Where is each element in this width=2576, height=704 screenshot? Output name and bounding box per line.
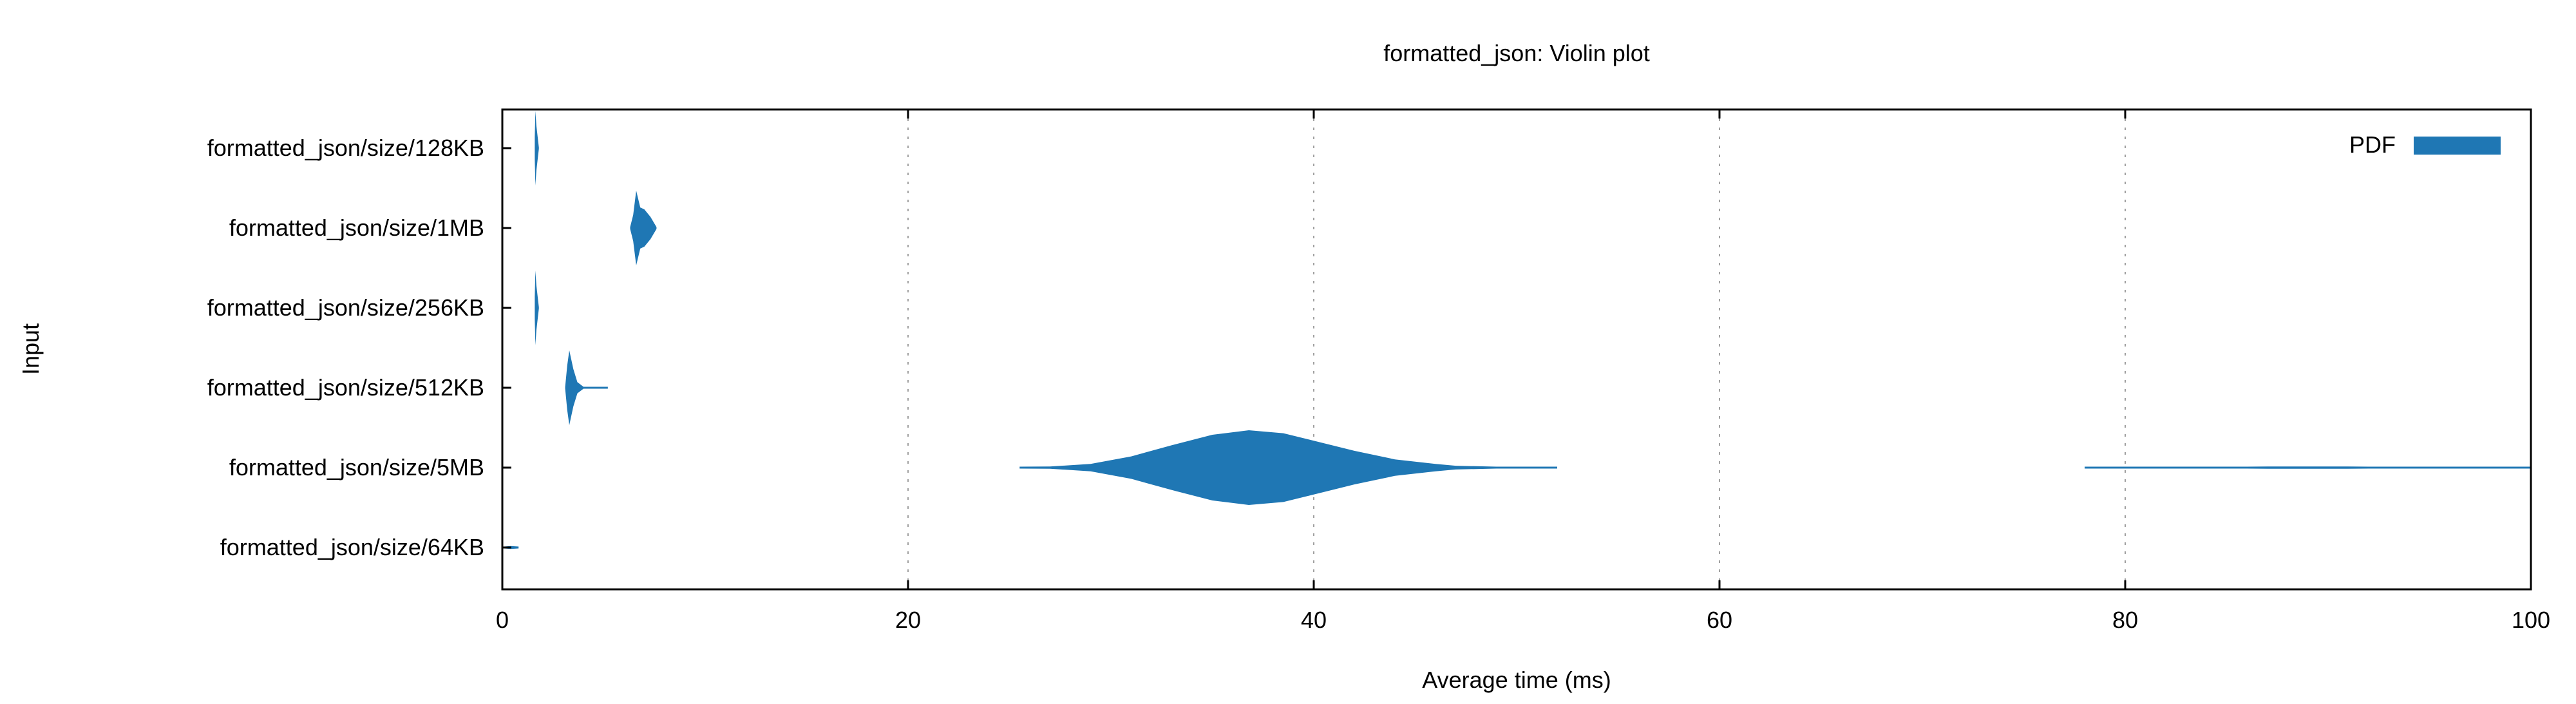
- violin-shape: [2085, 466, 2531, 469]
- chart-title: formatted_json: Violin plot: [1383, 40, 1650, 66]
- violin-shape: [535, 111, 539, 186]
- plot-frame: [501, 108, 2532, 591]
- y-axis-title: Input: [17, 323, 44, 375]
- x-axis-ticks: 0 20 40 60 80 100: [496, 109, 2550, 633]
- grid-lines: [907, 109, 2532, 589]
- violin-shape: [565, 350, 608, 425]
- y-category-label: formatted_json/size/512KB: [207, 374, 484, 401]
- legend: PDF: [2349, 131, 2501, 158]
- legend-swatch: [2414, 137, 2501, 155]
- y-category-label: formatted_json/size/256KB: [207, 294, 484, 321]
- y-axis-category-labels: formatted_json/size/128KB formatted_json/…: [207, 135, 511, 560]
- x-axis-title: Average time (ms): [1422, 667, 1611, 693]
- y-category-label: formatted_json/size/64KB: [220, 534, 484, 560]
- violin-shape: [630, 191, 657, 265]
- x-tick-label-60: 60: [1707, 607, 1732, 633]
- legend-label: PDF: [2349, 131, 2396, 158]
- x-tick-label-80: 80: [2112, 607, 2138, 633]
- violins: [504, 111, 2531, 549]
- x-tick-label-100: 100: [2512, 607, 2550, 633]
- y-category-label: formatted_json/size/1MB: [229, 214, 484, 241]
- x-tick-label-20: 20: [895, 607, 921, 633]
- violin-shape: [535, 271, 539, 345]
- y-category-label: formatted_json/size/5MB: [229, 454, 484, 480]
- y-category-label: formatted_json/size/128KB: [207, 135, 484, 161]
- x-tick-label-40: 40: [1301, 607, 1327, 633]
- x-tick-label-0: 0: [496, 607, 509, 633]
- violin-shape: [1019, 430, 1557, 505]
